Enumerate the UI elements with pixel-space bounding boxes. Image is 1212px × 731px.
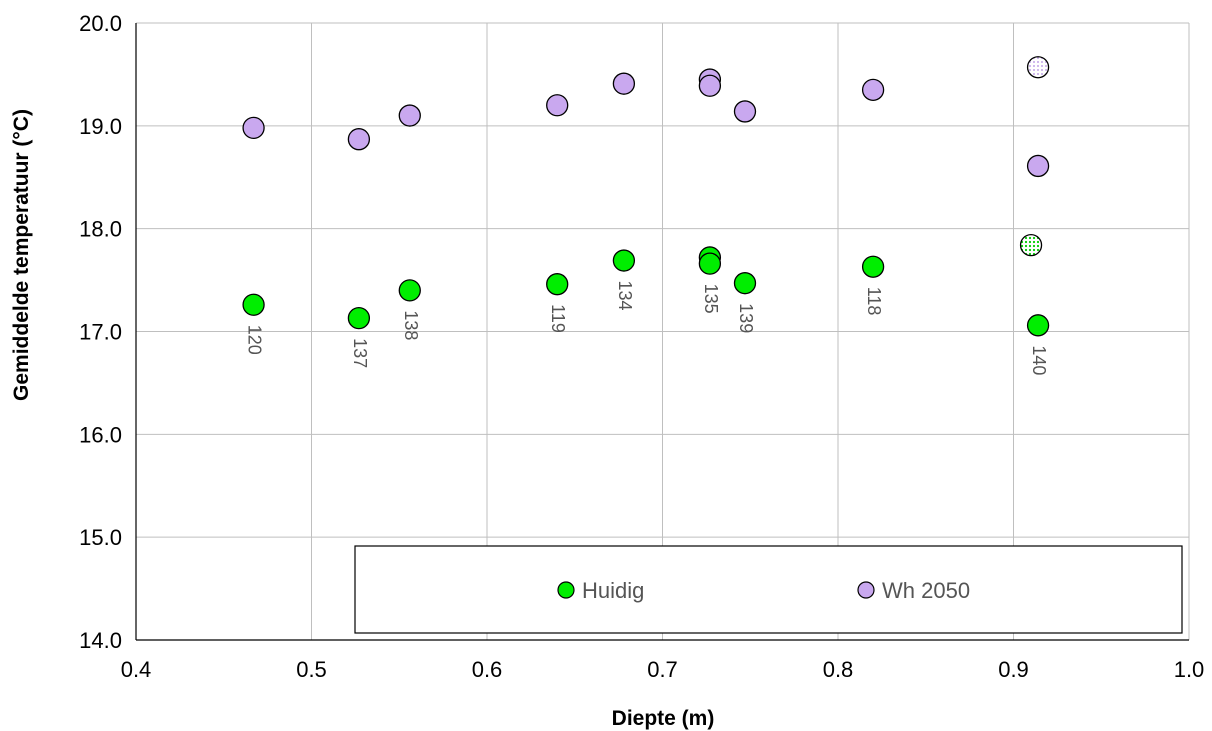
huidig-point — [242, 293, 265, 316]
wh2050-point — [546, 94, 569, 117]
x-tick-labels: 0.4 0.5 0.6 0.7 0.8 0.9 1.0 — [121, 657, 1205, 682]
point-label: 139 — [736, 303, 756, 333]
huidig-point — [861, 255, 885, 278]
point-label: 118 — [864, 287, 884, 316]
huidig-point — [698, 252, 722, 275]
x-tick-label: 0.8 — [823, 657, 854, 682]
point-label: 120 — [245, 325, 265, 355]
wh2050-point — [612, 72, 636, 95]
wh2050-point — [398, 104, 421, 127]
point-label: 134 — [615, 281, 635, 311]
legend-box — [354, 545, 1183, 634]
wh2050-point — [242, 116, 265, 140]
huidig-point — [347, 306, 371, 330]
wh2050-point — [698, 74, 722, 97]
huidig-point — [546, 273, 569, 296]
legend-label-huidig: Huidig — [582, 578, 644, 603]
x-tick-label: 0.4 — [121, 657, 152, 682]
point-labels: 120 137 138 119 134 135 139 118 140 — [245, 281, 1049, 376]
point-label: 138 — [401, 310, 421, 340]
point-label: 119 — [548, 304, 568, 333]
huidig-point — [733, 272, 757, 295]
wh2050-point — [1026, 154, 1050, 178]
legend-label-wh2050: Wh 2050 — [882, 578, 970, 603]
legend: Huidig Wh 2050 — [354, 545, 1183, 634]
axes — [135, 23, 1189, 641]
huidig-point — [1026, 314, 1050, 337]
x-tick-label: 0.9 — [998, 657, 1029, 682]
x-tick-label: 1.0 — [1174, 657, 1205, 682]
wh2050-point — [733, 100, 757, 123]
x-tick-label: 0.5 — [296, 657, 327, 682]
y-tick-label: 15.0 — [79, 525, 122, 550]
y-axis-title: Gemiddelde temperatuur (°C) — [10, 109, 33, 401]
y-tick-label: 18.0 — [79, 217, 122, 242]
point-label: 140 — [1029, 345, 1049, 375]
point-label: 135 — [701, 284, 721, 314]
y-tick-label: 19.0 — [79, 114, 122, 139]
y-tick-label: 17.0 — [79, 320, 122, 345]
y-tick-label: 16.0 — [79, 422, 122, 447]
huidig-point — [398, 279, 421, 302]
y-tick-label: 20.0 — [79, 11, 122, 36]
x-tick-label: 0.7 — [647, 657, 678, 682]
legend-marker-huidig — [557, 581, 575, 599]
x-axis-title: Diepte (m) — [612, 707, 715, 730]
wh2050-point — [861, 78, 885, 101]
y-tick-labels: 14.0 15.0 16.0 17.0 18.0 19.0 20.0 — [79, 11, 122, 653]
legend-marker-wh2050 — [857, 581, 875, 599]
gridlines — [136, 22, 1190, 640]
point-label: 137 — [350, 338, 370, 368]
wh2050-point — [1026, 56, 1050, 79]
data-points — [242, 56, 1050, 337]
x-tick-label: 0.6 — [472, 657, 503, 682]
wh2050-point — [347, 128, 371, 151]
huidig-point — [612, 249, 636, 272]
huidig-point — [1019, 233, 1043, 257]
y-tick-label: 14.0 — [79, 628, 122, 653]
